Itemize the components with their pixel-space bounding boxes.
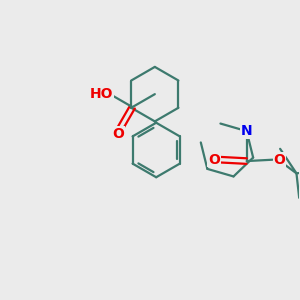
Text: N: N bbox=[241, 124, 252, 138]
Text: O: O bbox=[208, 153, 220, 167]
Text: O: O bbox=[273, 153, 285, 167]
Text: O: O bbox=[113, 127, 124, 141]
Text: HO: HO bbox=[90, 87, 114, 101]
